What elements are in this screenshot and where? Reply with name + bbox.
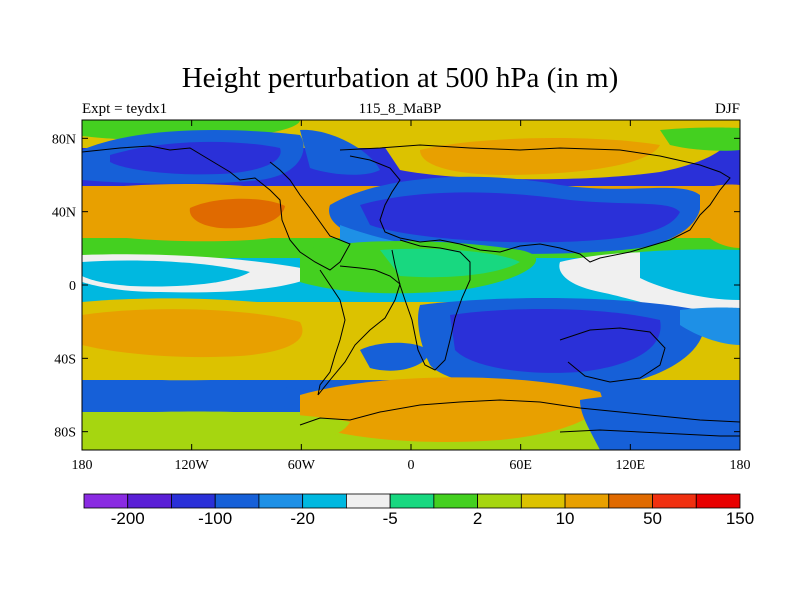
southeast-blue-trough [580, 392, 740, 450]
colorbar-swatch [608, 493, 653, 509]
colorbar-swatch [345, 493, 391, 509]
antarctic-yellow-rim [82, 411, 350, 450]
coastlines [82, 144, 740, 437]
south-indian-deep-blue [450, 308, 661, 373]
colorbar-label: -200 [111, 509, 145, 528]
antarctic-orange-high [300, 377, 602, 442]
east-tropical-cyan [640, 249, 740, 300]
colorbar-swatch [302, 493, 347, 509]
x-tick-label: 180 [730, 458, 751, 473]
colorbar-swatch [214, 493, 260, 509]
colorbar-swatch [171, 493, 216, 509]
colorbar-label: 2 [473, 509, 482, 528]
contour-fields [82, 120, 740, 450]
x-tick-label: 120W [175, 458, 210, 473]
south-atlantic-blue-cell [360, 342, 430, 371]
colorbar-label: -5 [383, 509, 398, 528]
period-label: 115_8_MaBP [358, 101, 442, 117]
y-tick-label: 0 [69, 279, 76, 294]
colorbar-swatch [389, 493, 435, 509]
y-tick-label: 80N [52, 132, 76, 147]
north-pacific-red-core [189, 198, 285, 229]
colorbar-swatch [433, 493, 479, 509]
northeast-green-edge [660, 127, 740, 151]
axes: 180 120W 60W 0 60E 120E 180 80N 40N 0 40S 80S [52, 120, 751, 473]
indian-ocean-light-green [380, 248, 520, 278]
eurasia-coast [339, 144, 731, 263]
colorbar-label: 50 [643, 509, 662, 528]
colorbar-swatch [520, 493, 566, 509]
south-america-coast [317, 265, 401, 396]
colorbar-swatch [652, 493, 697, 509]
y-tick-label: 40N [52, 206, 76, 221]
north-atlantic-blue [300, 129, 380, 175]
southeast-cyan [680, 307, 740, 345]
x-tick-label: 60E [509, 458, 532, 473]
experiment-label: Expt = teydx1 [82, 101, 168, 117]
north-america-blue-core [110, 141, 281, 175]
colorbar: -200 -100 -20 -5 2 10 50 150 [83, 493, 754, 528]
australia-coast [559, 327, 666, 383]
africa-coast [391, 239, 471, 371]
antarctica-coast [299, 399, 740, 426]
colorbar-swatch [258, 493, 304, 509]
antarctica-inner [559, 429, 740, 437]
x-tick-label: 180 [72, 458, 93, 473]
x-tick-label: 0 [408, 458, 415, 473]
eurasia-deep-trough [360, 192, 680, 243]
x-tick-label: 120E [616, 458, 646, 473]
colorbar-swatch [127, 493, 172, 509]
colorbar-swatch [477, 493, 522, 509]
chart-title: Height perturbation at 500 hPa (in m) [181, 62, 619, 94]
colorbar-swatch [83, 493, 129, 509]
north-america-coast [82, 145, 351, 271]
y-tick-label: 40S [54, 352, 76, 367]
colorbar-label: -100 [198, 509, 232, 528]
y-tick-label: 80S [54, 426, 76, 441]
eurasia-orange-ridge [420, 138, 660, 175]
season-label: DJF [714, 101, 740, 117]
colorbar-label: -20 [290, 509, 315, 528]
tropical-pacific-cyan [82, 260, 250, 287]
colorbar-swatch [695, 493, 741, 509]
south-pacific-orange [82, 309, 303, 358]
colorbar-label: 150 [726, 509, 754, 528]
colorbar-label: 10 [556, 509, 575, 528]
southern-ocean-blue [82, 381, 320, 413]
colorbar-swatch [564, 493, 610, 509]
x-tick-label: 60W [288, 458, 316, 473]
west-pacific-orange [700, 184, 740, 248]
